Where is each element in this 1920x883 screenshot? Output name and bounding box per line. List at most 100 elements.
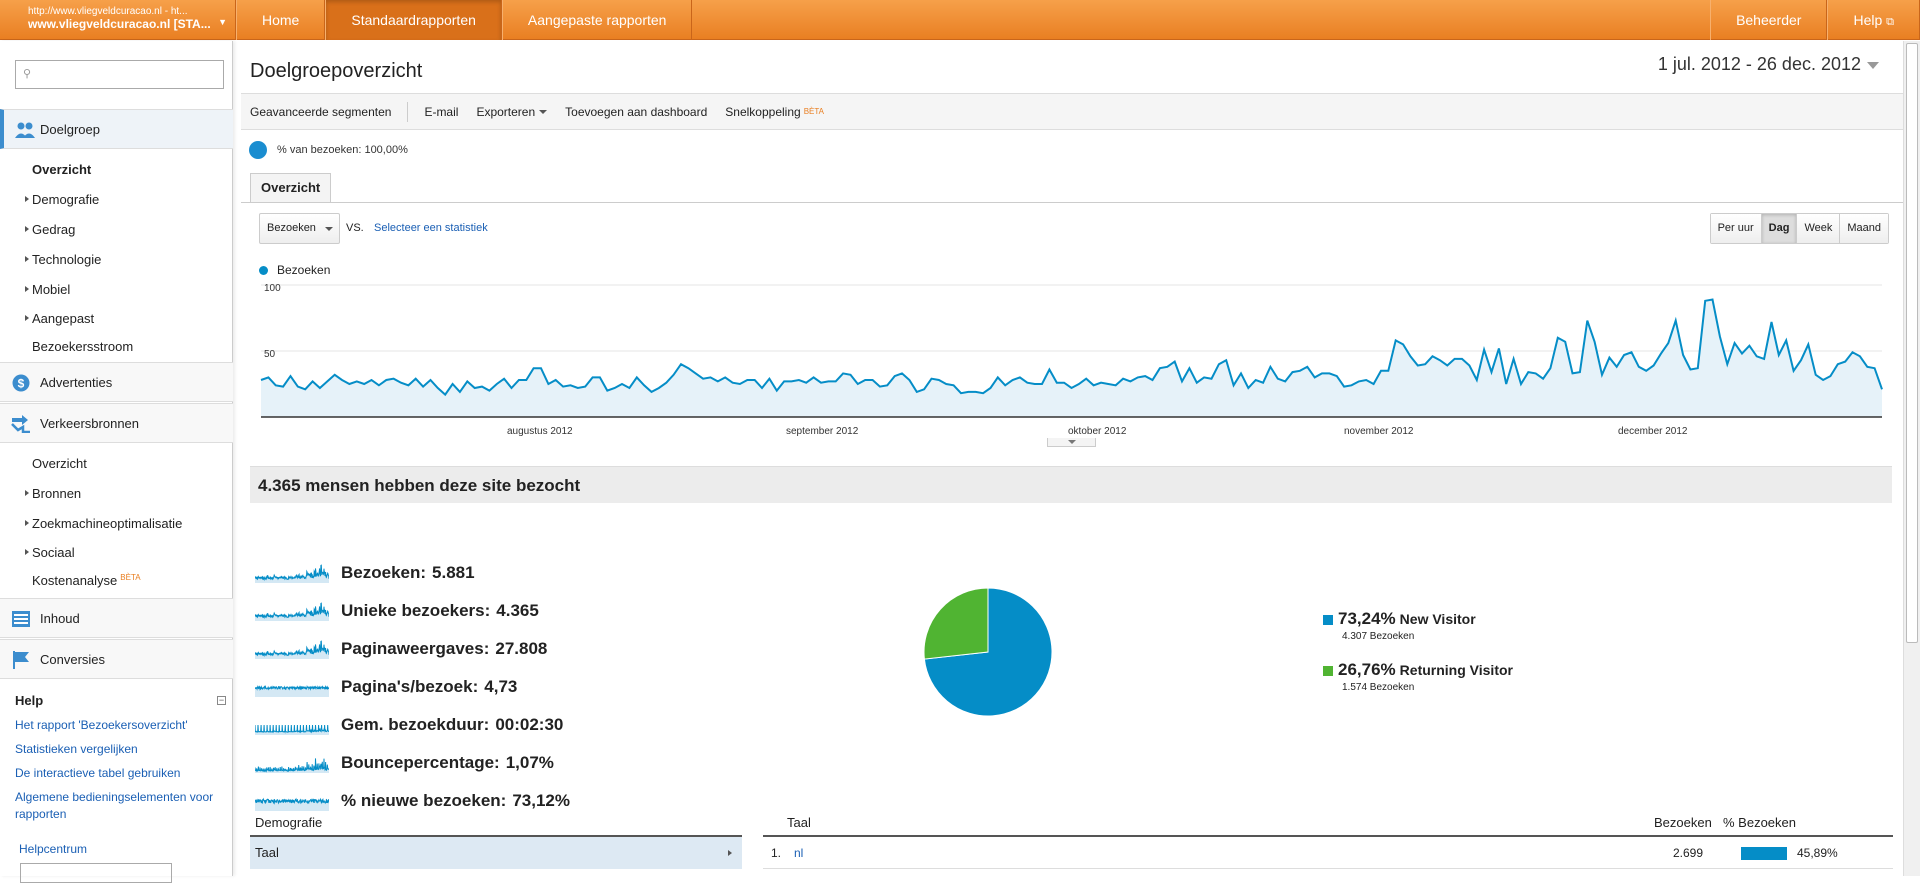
help-link-controls[interactable]: Algemene bedieningselementen voor rappor… bbox=[15, 790, 214, 821]
chart-legend: Bezoeken bbox=[259, 263, 330, 277]
row-link[interactable]: nl bbox=[794, 846, 804, 860]
help-link-report[interactable]: Het rapport 'Bezoekersoverzicht' bbox=[15, 718, 188, 732]
content-icon bbox=[12, 611, 30, 627]
account-selector[interactable]: http://www.vliegveldcuracao.nl - ht... w… bbox=[0, 0, 236, 39]
sidebar-search[interactable]: ⚲ bbox=[15, 60, 224, 89]
account-name: www.vliegveldcuracao.nl [STA... bbox=[28, 17, 211, 31]
metric-value: 73,12% bbox=[512, 791, 570, 810]
sidebar-item-sociaal[interactable]: Sociaal bbox=[25, 545, 75, 560]
sidebar-section-conversies[interactable]: Conversies bbox=[0, 639, 233, 679]
metric-row: Paginaweergaves: 27.808 bbox=[255, 636, 547, 662]
main-content: Doelgroepoverzicht 1 jul. 2012 - 26 dec.… bbox=[241, 41, 1903, 876]
sidebar-item-demografie[interactable]: Demografie bbox=[25, 192, 99, 207]
pie-icon bbox=[249, 141, 267, 159]
metric-value: 4,73 bbox=[484, 677, 518, 696]
account-url: http://www.vliegveldcuracao.nl - ht... bbox=[28, 6, 188, 17]
period-per-uur[interactable]: Per uur bbox=[1710, 214, 1762, 243]
sidebar-section-advertenties[interactable]: $ Advertenties bbox=[0, 362, 233, 402]
beta-badge: BÈTA bbox=[120, 573, 141, 582]
visits-line-chart[interactable]: 100 50 bbox=[241, 276, 1903, 426]
sidebar-item-bronnen[interactable]: Bronnen bbox=[25, 486, 81, 501]
metric-label: Paginaweergaves: bbox=[341, 639, 490, 658]
period-dag[interactable]: Dag bbox=[1761, 214, 1798, 243]
collapse-icon[interactable]: − bbox=[217, 695, 226, 705]
advanced-segments-button[interactable]: Geavanceerde segmenten bbox=[241, 101, 409, 122]
sidebar-item-verkeer-overzicht[interactable]: Overzicht bbox=[32, 456, 87, 471]
sidebar-item-bezoekersstroom[interactable]: Bezoekersstroom bbox=[32, 339, 134, 354]
sidebar-item-zoekmachineoptimalisatie[interactable]: Zoekmachineoptimalisatie bbox=[25, 516, 182, 531]
metric-select[interactable]: Bezoeken bbox=[259, 213, 340, 244]
sidebar-item-label: Gedrag bbox=[32, 222, 76, 237]
x-tick-label: augustus 2012 bbox=[507, 426, 573, 437]
sidebar-item-technologie[interactable]: Technologie bbox=[25, 252, 102, 267]
period-maand[interactable]: Maand bbox=[1840, 214, 1888, 243]
sidebar-item-gedrag[interactable]: Gedrag bbox=[25, 222, 76, 237]
sidebar-section-label: Inhoud bbox=[40, 610, 80, 626]
metric-row: Unieke bezoekers: 4.365 bbox=[255, 598, 539, 624]
nav-standard-reports[interactable]: Standaardrapporten bbox=[325, 0, 502, 40]
help-link-table[interactable]: De interactieve tabel gebruiken bbox=[15, 766, 181, 780]
sidebar-section-verkeersbronnen[interactable]: Verkeersbronnen bbox=[0, 403, 233, 443]
period-week[interactable]: Week bbox=[1797, 214, 1841, 243]
sidebar: ⚲ Doelgroep Overzicht Demografie Gedrag … bbox=[0, 41, 233, 883]
table-header: Taal Bezoeken % Bezoeken bbox=[763, 815, 1893, 837]
page-title: Doelgroepoverzicht bbox=[250, 60, 423, 82]
date-range-label: 1 jul. 2012 - 26 dec. 2012 bbox=[1657, 54, 1861, 74]
expand-icon bbox=[25, 226, 29, 232]
sidebar-item-overzicht[interactable]: Overzicht bbox=[32, 162, 92, 177]
pie-legend-returning: 26,76% Returning Visitor 1.574 Bezoeken bbox=[1323, 660, 1513, 693]
help-center-link[interactable]: Helpcentrum bbox=[19, 842, 88, 856]
help-label: Help bbox=[1853, 12, 1883, 28]
help-link-compare[interactable]: Statistieken vergelijken bbox=[15, 742, 138, 756]
sidebar-item-mobiel[interactable]: Mobiel bbox=[25, 282, 71, 297]
tab-overzicht[interactable]: Overzicht bbox=[250, 173, 332, 203]
segment-percentage: % van bezoeken: 100,00% bbox=[277, 144, 408, 156]
nav-help[interactable]: Help ⧉ bbox=[1827, 0, 1920, 40]
pie-sub: 4.307 Bezoeken bbox=[1342, 631, 1415, 642]
legend-swatch bbox=[1323, 666, 1333, 677]
metric-value: 1,07% bbox=[505, 753, 554, 772]
email-button[interactable]: E-mail bbox=[424, 104, 459, 119]
sidebar-item-label: Sociaal bbox=[32, 545, 75, 560]
legend-dot bbox=[259, 265, 268, 275]
metric-label: Bezoeken: bbox=[341, 563, 427, 582]
date-range-picker[interactable]: 1 jul. 2012 - 26 dec. 2012 bbox=[1652, 51, 1885, 78]
x-tick-label: oktober 2012 bbox=[1068, 426, 1127, 437]
add-to-dashboard-button[interactable]: Toevoegen aan dashboard bbox=[565, 104, 708, 119]
sidebar-section-inhoud[interactable]: Inhoud bbox=[0, 598, 233, 638]
nav-custom-reports[interactable]: Aangepaste rapporten bbox=[501, 0, 693, 40]
help-heading: Help bbox=[15, 693, 44, 708]
sidebar-section-doelgroep[interactable]: Doelgroep bbox=[0, 109, 233, 149]
demografie-row-taal[interactable]: Taal bbox=[250, 837, 742, 869]
help-search-input[interactable] bbox=[20, 863, 172, 883]
visitor-type-pie-chart[interactable] bbox=[923, 587, 1053, 717]
scrollbar-thumb[interactable] bbox=[1906, 43, 1918, 643]
sidebar-item-label: Aangepast bbox=[32, 311, 95, 326]
pie-pct: 26,76% bbox=[1338, 660, 1396, 679]
select-statistic-link[interactable]: Selecteer een statistiek bbox=[374, 222, 488, 234]
legend-swatch bbox=[1323, 615, 1333, 626]
row-label: Taal bbox=[255, 845, 279, 860]
demografie-panel: Demografie Taal bbox=[250, 815, 742, 869]
sidebar-section-label: Verkeersbronnen bbox=[40, 415, 140, 431]
chevron-down-icon bbox=[325, 227, 333, 231]
y-tick-label: 100 bbox=[264, 283, 281, 294]
vertical-scrollbar[interactable] bbox=[1903, 41, 1920, 876]
nav-admin[interactable]: Beheerder bbox=[1710, 0, 1828, 40]
expand-icon bbox=[25, 490, 29, 496]
metric-value: 27.808 bbox=[495, 639, 548, 658]
beta-badge: BÈTA bbox=[803, 106, 824, 116]
shortcut-button[interactable]: Snelkoppeling BÈTA bbox=[716, 102, 833, 122]
chart-collapse-handle[interactable] bbox=[1047, 438, 1096, 447]
sidebar-item-aangepast[interactable]: Aangepast bbox=[25, 311, 95, 326]
metric-value: 4.365 bbox=[496, 601, 539, 620]
sidebar-item-kostenanalyse[interactable]: Kostenanalyse BÈTA bbox=[32, 573, 141, 588]
search-input[interactable] bbox=[16, 61, 223, 88]
report-toolbar: Geavanceerde segmenten E-mail Exporteren… bbox=[241, 93, 1903, 130]
metric-row: Bouncepercentage: 1,07% bbox=[255, 750, 554, 776]
nav-home[interactable]: Home bbox=[236, 0, 326, 40]
x-tick-label: november 2012 bbox=[1344, 426, 1414, 437]
export-button[interactable]: Exporteren bbox=[467, 102, 556, 122]
sidebar-item-label: Technologie bbox=[32, 252, 102, 267]
sidebar-item-label: Mobiel bbox=[32, 282, 71, 297]
